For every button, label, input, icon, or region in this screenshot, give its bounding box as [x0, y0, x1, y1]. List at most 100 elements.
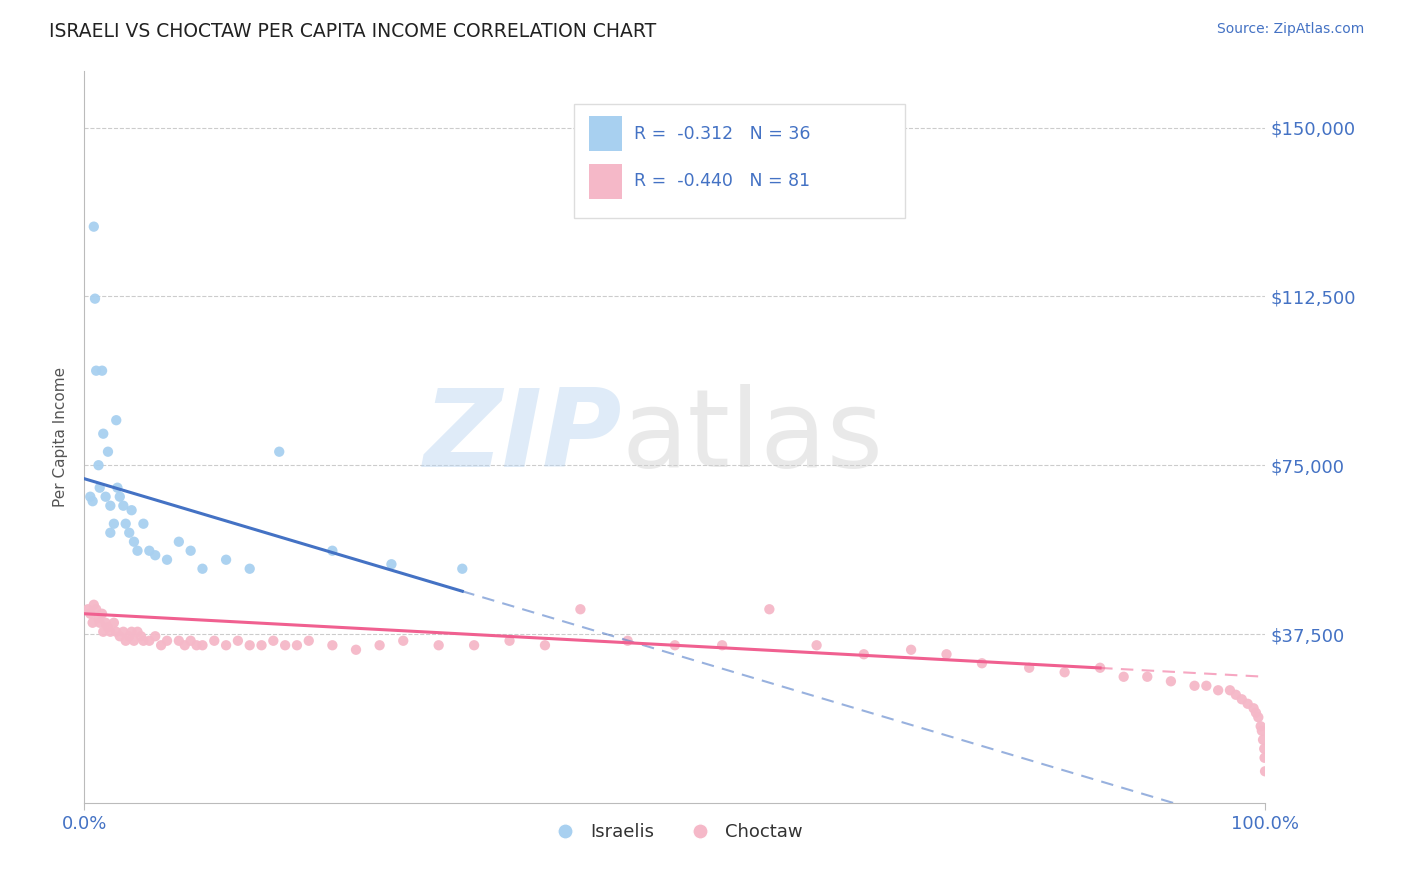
Y-axis label: Per Capita Income: Per Capita Income: [53, 367, 69, 508]
Point: [94, 615, 117, 630]
Point: [1250, 719, 1272, 733]
Point: [1136, 670, 1159, 684]
Text: ISRAELI VS CHOCTAW PER CAPITA INCOME CORRELATION CHART: ISRAELI VS CHOCTAW PER CAPITA INCOME COR…: [49, 22, 657, 41]
Point: [112, 499, 135, 513]
Point: [1184, 679, 1206, 693]
Point: [114, 633, 136, 648]
Point: [122, 633, 145, 648]
Point: [250, 638, 273, 652]
Point: [215, 553, 238, 567]
Text: Source: ZipAtlas.com: Source: ZipAtlas.com: [1216, 22, 1364, 37]
Point: [118, 629, 141, 643]
FancyBboxPatch shape: [575, 104, 905, 218]
Point: [321, 638, 343, 652]
Point: [534, 638, 557, 652]
Point: [935, 647, 957, 661]
Point: [103, 516, 125, 531]
Point: [98, 525, 121, 540]
Point: [167, 633, 190, 648]
Point: [180, 633, 202, 648]
Point: [156, 553, 179, 567]
Point: [226, 633, 249, 648]
Point: [132, 633, 155, 648]
Point: [664, 638, 686, 652]
Point: [1244, 706, 1267, 720]
Point: [269, 444, 291, 458]
Point: [129, 629, 152, 643]
Point: [1250, 723, 1272, 738]
Point: [118, 525, 141, 540]
Point: [239, 638, 262, 652]
Point: [84, 602, 107, 616]
Point: [711, 638, 734, 652]
Point: [1160, 674, 1182, 689]
Point: [380, 558, 402, 572]
Point: [274, 638, 297, 652]
Point: [344, 642, 367, 657]
Point: [1243, 701, 1265, 715]
Point: [138, 543, 160, 558]
Text: ZIP: ZIP: [423, 384, 621, 490]
Point: [108, 629, 131, 643]
Point: [392, 633, 415, 648]
Point: [121, 503, 143, 517]
Point: [91, 364, 114, 378]
Text: R =  -0.312   N = 36: R = -0.312 N = 36: [634, 125, 810, 143]
Point: [1018, 661, 1040, 675]
Point: [97, 444, 120, 458]
Point: [143, 548, 166, 562]
Point: [79, 607, 101, 621]
Point: [89, 481, 111, 495]
Point: [1247, 710, 1270, 724]
Point: [1206, 683, 1229, 698]
Legend: Israelis, Choctaw: Israelis, Choctaw: [540, 816, 810, 848]
Point: [970, 657, 993, 671]
Point: [498, 633, 520, 648]
Point: [94, 490, 117, 504]
Point: [91, 607, 114, 621]
Point: [138, 633, 160, 648]
Point: [285, 638, 308, 652]
Point: [132, 516, 155, 531]
Point: [103, 615, 125, 630]
Point: [758, 602, 780, 616]
Point: [1053, 665, 1076, 680]
Point: [368, 638, 391, 652]
Point: [143, 629, 166, 643]
Point: [321, 543, 343, 558]
Point: [167, 534, 190, 549]
Point: [180, 543, 202, 558]
Point: [156, 633, 179, 648]
Point: [1253, 741, 1275, 756]
Point: [427, 638, 450, 652]
Point: [569, 602, 592, 616]
Point: [1219, 683, 1241, 698]
Point: [1254, 764, 1277, 779]
Point: [1112, 670, 1135, 684]
Point: [112, 624, 135, 639]
Point: [262, 633, 284, 648]
Point: [122, 534, 145, 549]
Point: [89, 615, 111, 630]
Point: [127, 624, 149, 639]
Point: [1230, 692, 1253, 706]
Point: [150, 638, 173, 652]
Point: [84, 364, 107, 378]
Bar: [589, 116, 621, 151]
Point: [1088, 661, 1111, 675]
Point: [121, 624, 143, 639]
Point: [900, 642, 922, 657]
Point: [1251, 732, 1274, 747]
Point: [108, 490, 131, 504]
Point: [105, 413, 128, 427]
Point: [83, 219, 105, 234]
Point: [215, 638, 238, 652]
Bar: [589, 163, 621, 199]
Point: [1253, 751, 1275, 765]
Point: [84, 292, 107, 306]
Point: [91, 624, 114, 639]
Point: [451, 562, 474, 576]
Point: [191, 638, 214, 652]
Point: [806, 638, 828, 652]
Point: [127, 543, 149, 558]
